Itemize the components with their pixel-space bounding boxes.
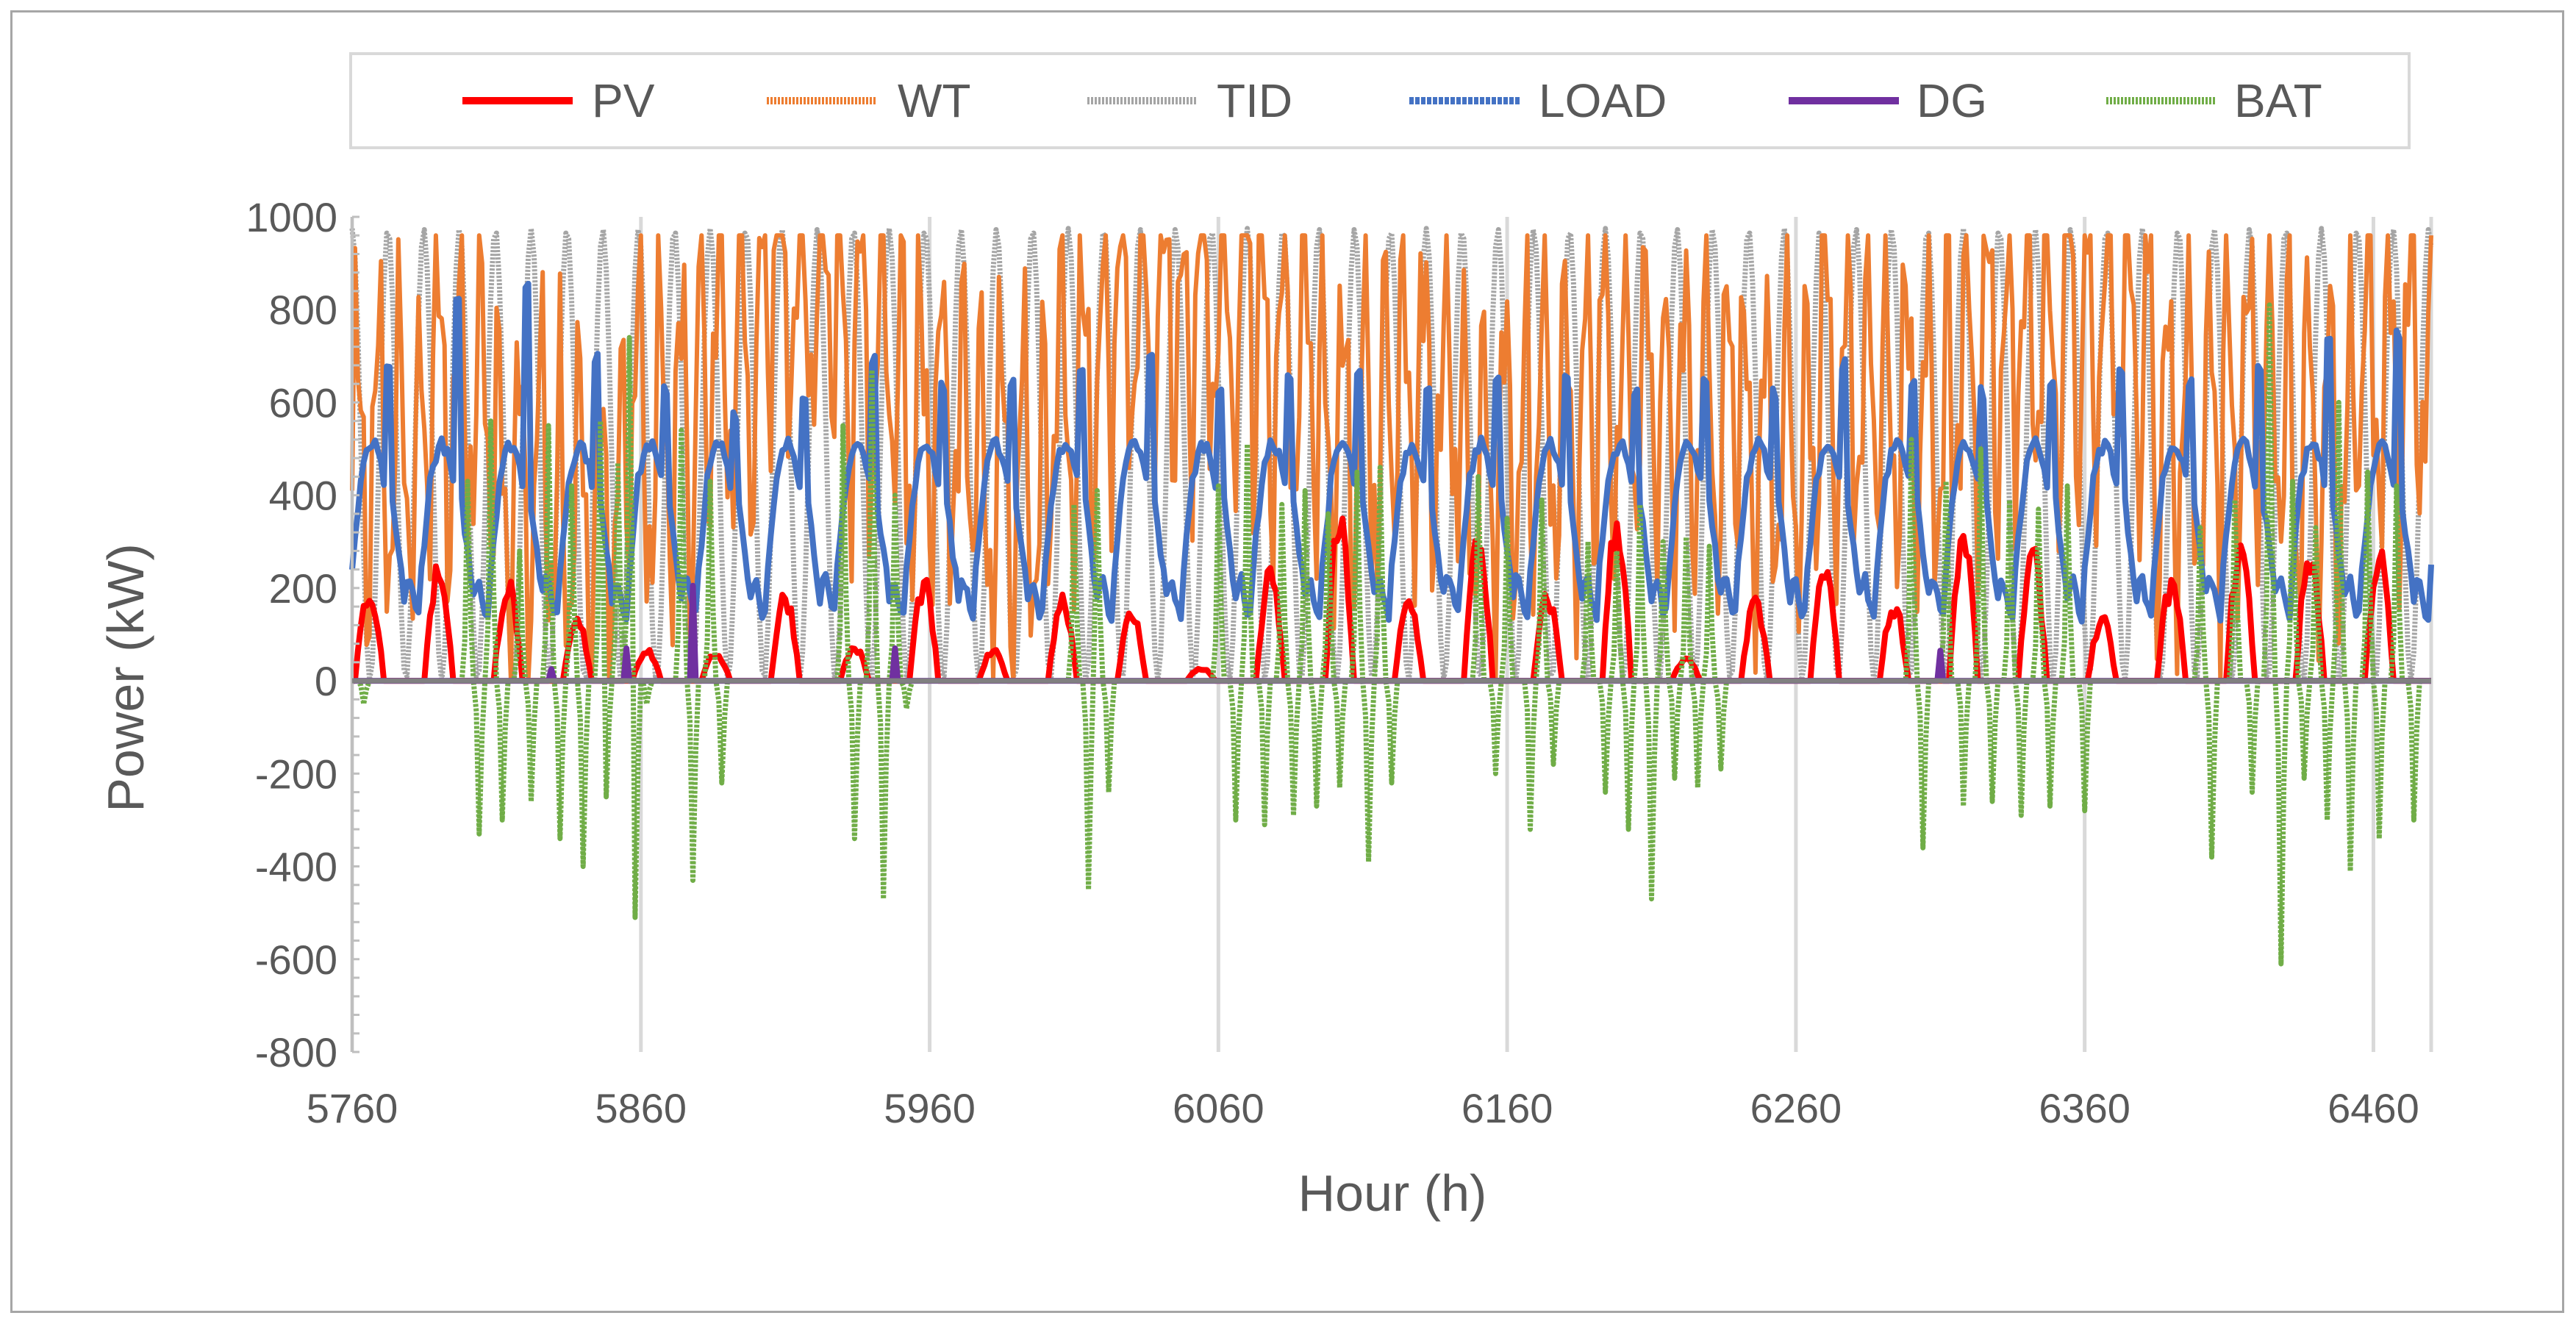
legend: PV WT TID LOAD DG BAT	[462, 74, 2322, 127]
x-tick-label: 5860	[595, 1085, 687, 1131]
legend-box	[349, 52, 2411, 149]
legend-label-tid: TID	[1217, 74, 1292, 127]
y-tick-label: -400	[255, 844, 337, 890]
y-tick-label: 400	[269, 473, 337, 519]
x-tick-label: 5760	[307, 1085, 398, 1131]
legend-label-dg: DG	[1917, 74, 1987, 127]
y-tick-label: 200	[269, 565, 337, 612]
x-axis-title: Hour (h)	[1298, 1164, 1487, 1222]
y-tick-label: 800	[269, 287, 337, 333]
x-tick-label: 6260	[1750, 1085, 1842, 1131]
y-axis-title: Power (kW)	[97, 543, 154, 812]
legend-label-pv: PV	[592, 74, 655, 127]
series-line-load	[349, 281, 2434, 625]
y-tick-label: -800	[255, 1029, 337, 1075]
y-tick-label: 0	[315, 658, 337, 704]
x-tick-label: 6360	[2039, 1085, 2130, 1131]
x-tick-label: 6160	[1461, 1085, 1553, 1131]
axes: 1000 800 600 400 200 0 -200 -400 -600 -800 5760 586…	[246, 194, 2431, 1131]
y-tick-label: -200	[255, 751, 337, 797]
legend-label-load: LOAD	[1539, 74, 1667, 127]
x-tick-label: 6060	[1173, 1085, 1264, 1131]
power-chart: PV WT TID LOAD DG BAT 1000 800 600 400 200 0 -200 -4…	[97, 52, 2434, 1222]
x-tick-label: 6460	[2328, 1085, 2419, 1131]
legend-label-wt: WT	[898, 74, 971, 127]
legend-label-bat: BAT	[2234, 74, 2322, 127]
series-layer	[349, 226, 2434, 967]
y-tick-label: 1000	[246, 194, 337, 240]
series-line-wt	[350, 233, 2433, 684]
y-tick-label: -600	[255, 937, 337, 983]
x-tick-label: 5960	[884, 1085, 976, 1131]
y-tick-label: 600	[269, 379, 337, 426]
chart-frame: PV WT TID LOAD DG BAT 1000 800 600 400 200 0 -200 -4…	[10, 10, 2564, 1313]
